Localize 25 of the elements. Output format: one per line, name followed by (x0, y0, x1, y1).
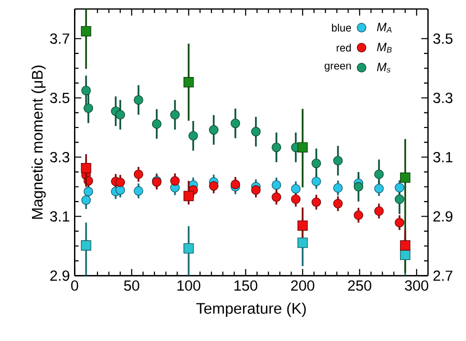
x-tick-label: 200 (291, 280, 314, 291)
annotation: green (324, 64, 351, 72)
y-tick-label: 3.7 (50, 33, 70, 44)
x-tick-label: 50 (124, 280, 140, 291)
legend-label: M$_{s}$ (376, 62, 390, 73)
y2-tick-label: 3.1 (433, 152, 452, 162)
x-axis-title: Temperature (K) (196, 302, 306, 317)
y2-tick-label: 2.7 (433, 270, 452, 281)
x-tick-label: 250 (348, 280, 372, 291)
y2-tick-label: 3.5 (433, 33, 452, 44)
annotation: blue (332, 24, 352, 32)
x-tick-label: 300 (404, 280, 428, 291)
x-tick-label: 0 (71, 280, 78, 291)
y-axis-title: Magnetic moment (μB) (31, 66, 46, 219)
y-tick-label: 3.5 (50, 92, 70, 104)
x-tick-label: 150 (234, 280, 258, 291)
y2-tick-label: 2.9 (433, 211, 452, 222)
legend-label: M$_{B}$ (376, 42, 392, 52)
y-tick-label: 3.1 (50, 211, 70, 222)
y2-tick-label: 3.3 (433, 92, 452, 104)
legend-label: M$_{A}$ (376, 22, 392, 32)
y-tick-label: 2.9 (50, 270, 70, 281)
x-tick-label: 100 (178, 280, 200, 291)
annotation: red (336, 44, 351, 52)
y-tick-label: 3.3 (50, 152, 70, 162)
